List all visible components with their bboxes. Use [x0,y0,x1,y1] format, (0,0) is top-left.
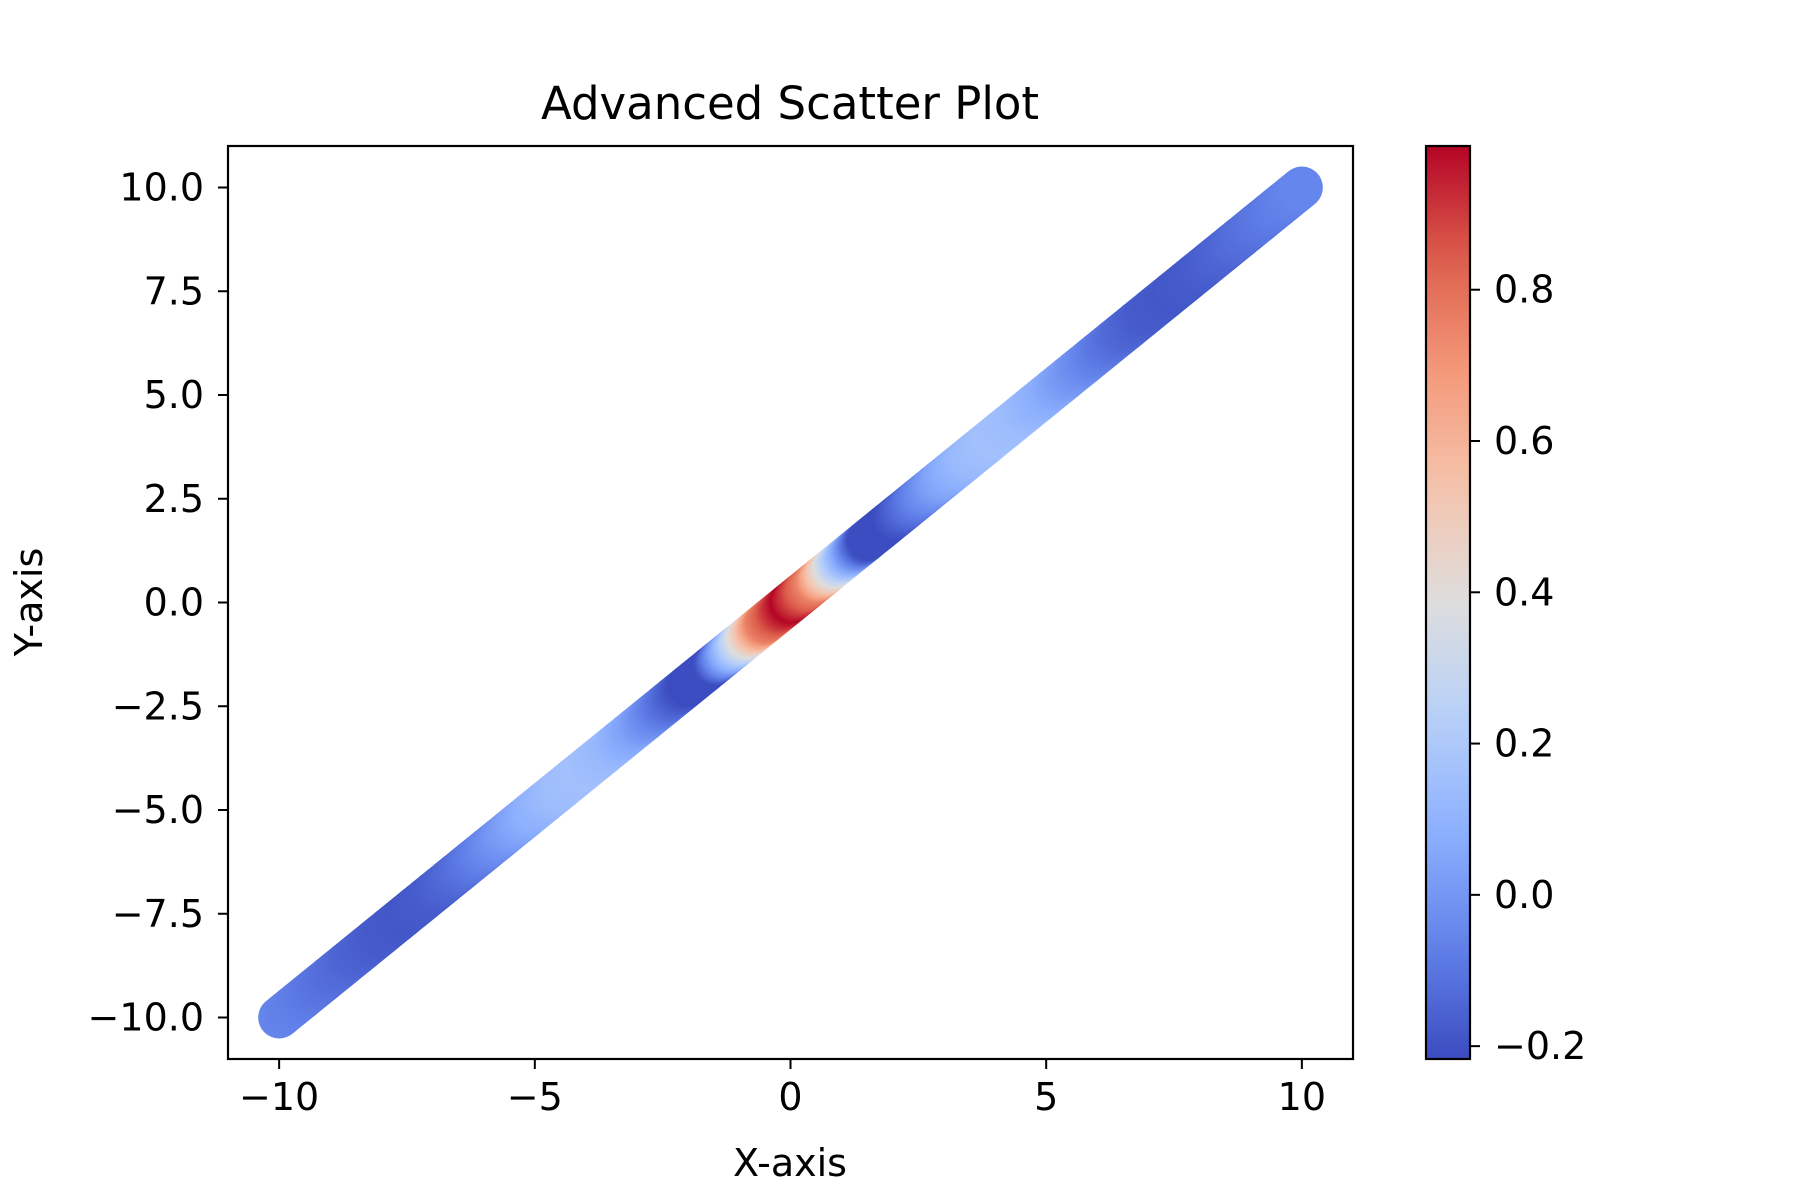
colorbar-tick-label: −0.2 [1494,1024,1586,1068]
colorbar-tick-label: 0.4 [1494,570,1554,614]
y-axis-ticks: −10.0 −7.5 −5.0 −2.5 0.0 2.5 5.0 7.5 10.0 [88,166,228,1040]
colorbar-tick-label: 0.0 [1494,873,1554,917]
colorbar: −0.2 0.0 0.2 0.4 0.6 0.8 [1424,144,1586,1068]
y-tick-label: 0.0 [144,581,204,625]
colorbar-frame [1424,144,1472,1061]
y-tick-label: 10.0 [119,166,204,210]
x-tick-label: 0 [778,1075,802,1119]
y-tick-label: 5.0 [144,373,204,417]
y-tick-label: −5.0 [112,788,204,832]
colorbar-tick-label: 0.6 [1494,419,1554,463]
scatter-points [258,166,1323,1039]
y-axis-label: Y-axis [7,548,51,658]
x-tick-label: −10 [239,1075,319,1119]
colorbar-gradient [1426,146,1470,1059]
colorbar-tick-label: 0.2 [1494,722,1554,766]
x-axis-ticks: −10 −5 0 5 10 [239,1059,1326,1119]
plot-area [226,144,1355,1061]
y-tick-label: 2.5 [144,477,204,521]
y-tick-label: 7.5 [144,269,204,313]
colorbar-tick-label: 0.8 [1494,268,1554,312]
y-tick-label: −2.5 [112,684,204,728]
colorbar-ticks: −0.2 0.0 0.2 0.4 0.6 0.8 [1470,268,1586,1068]
chart-title: Advanced Scatter Plot [541,77,1039,130]
x-axis-label: X-axis [733,1141,847,1185]
y-tick-label: −10.0 [88,996,204,1040]
x-tick-label: 10 [1278,1075,1326,1119]
y-tick-label: −7.5 [112,892,204,936]
x-tick-label: −5 [507,1075,563,1119]
x-tick-label: 5 [1034,1075,1058,1119]
scatter-point [1280,166,1323,209]
